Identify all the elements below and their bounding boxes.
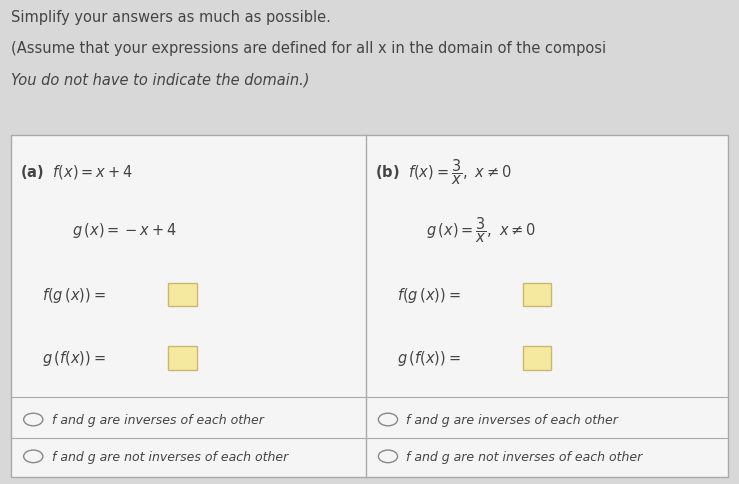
Text: $\mathbf{(a)}$  $f(x) = x + 4$: $\mathbf{(a)}$ $f(x) = x + 4$ xyxy=(20,163,133,181)
Text: (Assume that your expressions are defined for all x in the domain of the composi: (Assume that your expressions are define… xyxy=(11,41,606,56)
Circle shape xyxy=(24,413,43,426)
Text: $g\,(f(x)) =$: $g\,(f(x)) =$ xyxy=(42,348,106,368)
Text: $f(g\,(x)) =$: $f(g\,(x)) =$ xyxy=(42,286,106,305)
Bar xyxy=(168,347,197,370)
Text: f and g are inverses of each other: f and g are inverses of each other xyxy=(406,413,619,426)
Text: $g\,(x) = \dfrac{3}{x},\ x \neq 0$: $g\,(x) = \dfrac{3}{x},\ x \neq 0$ xyxy=(426,215,537,244)
Text: You do not have to indicate the domain.): You do not have to indicate the domain.) xyxy=(11,73,310,88)
Text: f and g are not inverses of each other: f and g are not inverses of each other xyxy=(406,450,643,463)
Bar xyxy=(11,136,728,477)
Bar xyxy=(523,347,551,370)
Text: Simplify your answers as much as possible.: Simplify your answers as much as possibl… xyxy=(11,10,331,25)
Text: $f(g\,(x)) =$: $f(g\,(x)) =$ xyxy=(397,286,460,305)
Bar xyxy=(523,284,551,307)
Bar xyxy=(168,284,197,307)
Text: $\mathbf{(b)}$  $f(x) = \dfrac{3}{x},\ x \neq 0$: $\mathbf{(b)}$ $f(x) = \dfrac{3}{x},\ x … xyxy=(375,157,511,186)
Text: f and g are inverses of each other: f and g are inverses of each other xyxy=(52,413,264,426)
Circle shape xyxy=(24,450,43,463)
Circle shape xyxy=(378,450,398,463)
Circle shape xyxy=(378,413,398,426)
Text: f and g are not inverses of each other: f and g are not inverses of each other xyxy=(52,450,288,463)
Text: $g\,(x) = -x + 4$: $g\,(x) = -x + 4$ xyxy=(72,220,177,240)
Text: $g\,(f(x)) =$: $g\,(f(x)) =$ xyxy=(397,348,460,368)
